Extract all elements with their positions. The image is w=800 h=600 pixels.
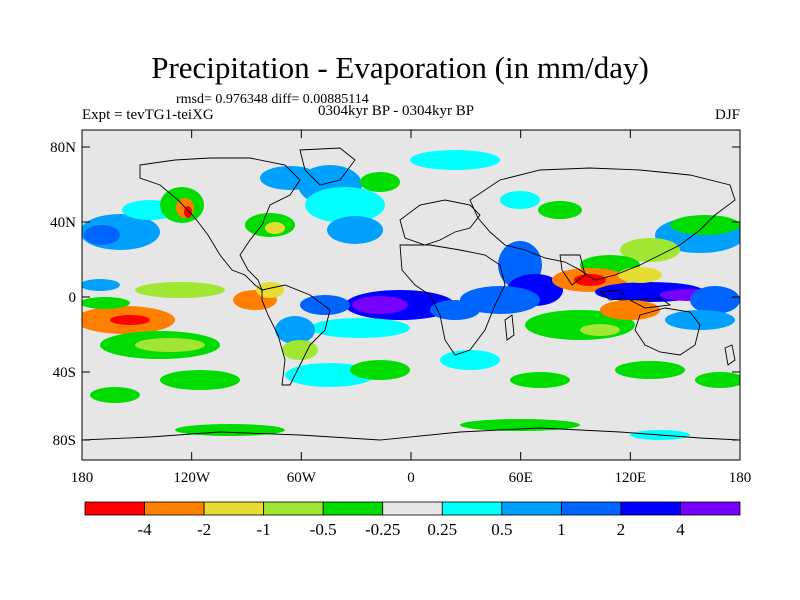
lon-tick-label: 120E xyxy=(614,470,646,486)
colorbar-swatch xyxy=(560,501,622,516)
lon-tick-label: 60E xyxy=(509,470,533,486)
figure-title: Precipitation - Evaporation (in mm/day) xyxy=(151,50,649,85)
stats-line: rmsd= 0.976348 diff= 0.00885114 xyxy=(176,92,369,107)
colorbar-label: 0.5 xyxy=(491,520,512,539)
colorbar-swatch xyxy=(501,501,562,516)
colorbar-swatch xyxy=(620,501,681,516)
colorbar-swatch xyxy=(263,501,324,516)
colorbar-swatch xyxy=(441,501,503,516)
colorbar-swatch xyxy=(680,501,741,516)
lon-tick-label: 180 xyxy=(729,470,752,486)
colorbar-swatch xyxy=(382,501,443,516)
colorbar-label: -0.5 xyxy=(310,520,337,539)
colorbar-label: -0.25 xyxy=(365,520,400,539)
colorbar-swatch xyxy=(144,501,205,516)
lon-tick-label: 180 xyxy=(71,470,94,486)
colorbar-label: 4 xyxy=(676,520,685,539)
colorbar-label: 2 xyxy=(617,520,626,539)
colorbar: -4 -2 -1 -0.5 -0.25 0.25 0.5 1 2 4 xyxy=(84,501,741,539)
lat-tick-label: 40N xyxy=(50,215,76,231)
lat-tick-label: 80N xyxy=(50,140,76,156)
lon-tick-label: 60W xyxy=(287,470,317,486)
coastlines xyxy=(82,147,740,441)
colorbar-label: 1 xyxy=(557,520,566,539)
lat-tick-label: 80S xyxy=(53,433,76,449)
contour-field xyxy=(82,150,740,440)
lat-tick-label: 0 xyxy=(69,290,77,306)
colorbar-label: 0.25 xyxy=(427,520,457,539)
lat-tick-label: 40S xyxy=(53,365,76,381)
experiment-label: Expt = tevTG1-teiXG xyxy=(82,107,214,123)
colorbar-swatch xyxy=(203,501,265,516)
colorbar-label: -4 xyxy=(137,520,152,539)
colorbar-swatch xyxy=(84,501,145,516)
colorbar-swatch xyxy=(322,501,384,516)
period-label: 0304kyr BP - 0304kyr BP xyxy=(318,103,475,119)
colorbar-label: -1 xyxy=(257,520,271,539)
lon-tick-label: 0 xyxy=(407,470,415,486)
season-label: DJF xyxy=(714,107,740,123)
lon-tick-label: 120W xyxy=(173,470,211,486)
axis-ticks: 80N 40N 0 40S 80S 180 120W 60W 0 60E 120E 180 xyxy=(50,130,751,486)
colorbar-label: -2 xyxy=(197,520,211,539)
